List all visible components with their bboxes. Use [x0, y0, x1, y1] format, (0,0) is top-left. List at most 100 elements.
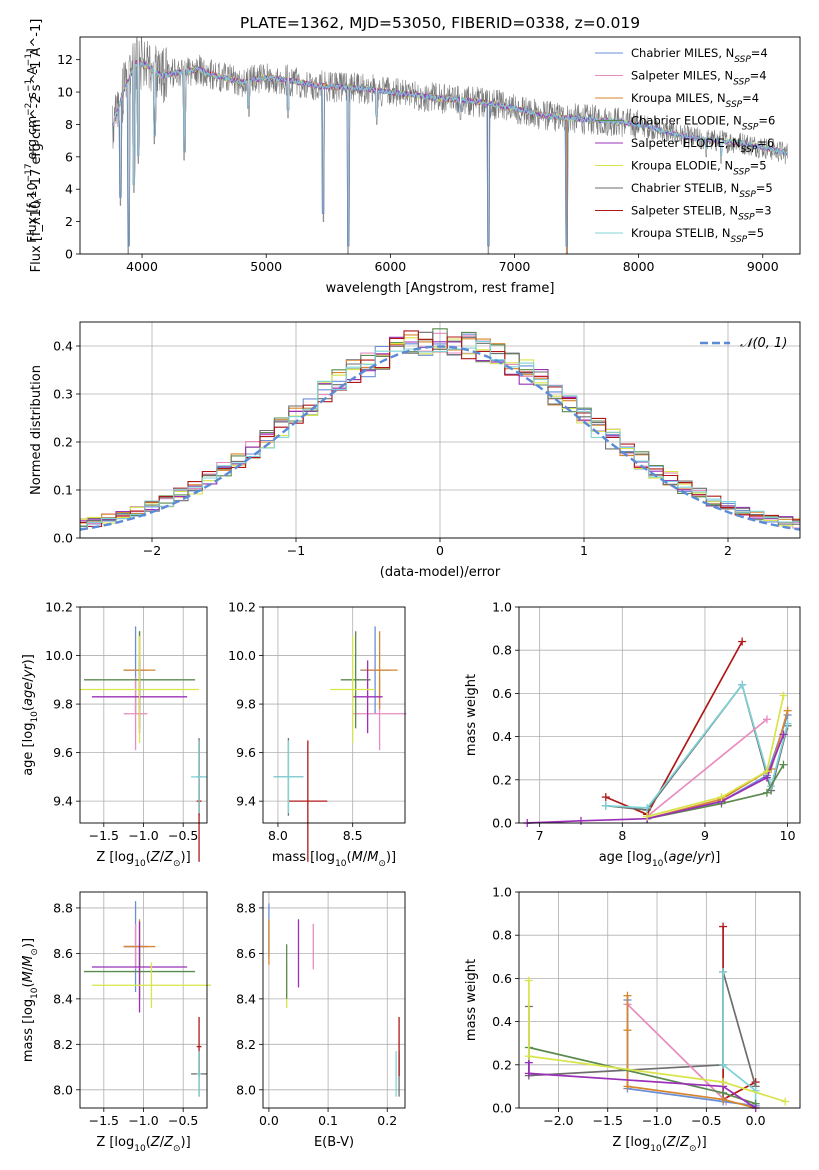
y-axis-label: Normed distribution: [29, 365, 44, 495]
y-tick-label: 8.2: [53, 1037, 73, 1052]
y-tick-label: 0: [65, 247, 73, 262]
series-line-kroupa_elodie: [646, 695, 785, 818]
x-tick-label: −0.5: [168, 828, 198, 843]
mass_vs_Z-panel: −1.5 −1.0 −0.5 8.0 8.2 8.4 8.6 8.8 Z [log10(Z/Z⊙…: [21, 891, 211, 1154]
y-axis-label: mass weight: [464, 674, 479, 756]
x-tick-label: −2: [143, 543, 161, 558]
y-tick-label: 8.2: [236, 1037, 256, 1052]
y-tick-label: 0.0: [492, 1101, 512, 1116]
x-tick-label: −1.0: [642, 1113, 672, 1128]
x-tick-label: 0.1: [318, 1113, 338, 1128]
legend-label-kroupa_elodie: Kroupa ELODIE, NSSP=5: [631, 159, 767, 178]
mass_weight_vs_Z-panel: −2.0 −1.5 −1.0 −0.5 0.0 0.0 0.2 0.4 0.6 0.8 1.0 Z […: [464, 885, 801, 1154]
y-tick-label: 4: [65, 182, 73, 197]
y-tick-label: 8.6: [236, 946, 256, 961]
y-tick-label: 0.4: [53, 339, 73, 354]
y-tick-label: 0.3: [53, 387, 73, 402]
y-tick-label: 8.4: [236, 991, 256, 1006]
y-tick-label: 6: [65, 149, 73, 164]
y-tick-label: 8.8: [53, 900, 73, 915]
residuals-panel: −2 −1 0 1 2 0.0 0.1 0.2 0.3 0.4 (data-model)/error…: [29, 321, 801, 580]
series-line-salpeter_elodie: [528, 1062, 757, 1109]
x-tick-label: 6000: [374, 259, 406, 274]
spectrum-panel: 4000 5000 6000 7000 8000 9000 0 2 4 6 8 10 12 wavelen…: [24, 19, 801, 296]
y-tick-label: 1.0: [492, 885, 512, 900]
y-tick-label: 0.8: [492, 643, 512, 658]
axes-frame: [518, 606, 801, 824]
series-line-salpeter_miles: [646, 718, 768, 818]
series-line-kroupa_miles: [646, 710, 789, 820]
mass_vs_EBV-panel: 0.0 0.1 0.2 8.0 8.2 8.4 8.6 8.8 E(B-V): [236, 891, 406, 1150]
y-tick-label: 10.0: [45, 648, 73, 663]
y-tick-label: 10.0: [228, 648, 256, 663]
y-axis-label: mass [log10(M/M⊙)]: [21, 938, 40, 1062]
y-tick-label: 8: [65, 117, 73, 132]
x-tick-label: 8.5: [343, 828, 363, 843]
axes-frame: [262, 606, 406, 824]
axes-frame: [79, 891, 208, 1109]
x-tick-label: 10: [780, 828, 796, 843]
y-tick-label: 0.6: [492, 686, 512, 701]
x-axis-label: mass [log10(M/M⊙)]: [272, 850, 396, 869]
x-tick-label: −1: [287, 543, 305, 558]
y-axis-label: Flux [fλ10−17 erg cm−2 s−1 A−1]: [24, 48, 44, 243]
normal-curve: [80, 345, 800, 531]
x-tick-label: 0.2: [377, 1113, 397, 1128]
figure-title: PLATE=1362, MJD=53050, FIBERID=0338, z=0…: [240, 14, 640, 32]
axes-frame: [262, 891, 406, 1109]
y-tick-label: 0.4: [492, 729, 512, 744]
y-tick-label: 12: [57, 52, 73, 67]
axes-frame: [79, 36, 801, 255]
y-tick-label: 8.0: [236, 1082, 256, 1097]
y-tick-label: 0.4: [492, 1014, 512, 1029]
x-axis-label: E(B-V): [314, 1135, 354, 1150]
y-tick-label: 0.2: [492, 1057, 512, 1072]
x-tick-label: 1: [580, 543, 588, 558]
y-tick-label: 0.6: [492, 971, 512, 986]
y-tick-label: 8.0: [53, 1082, 73, 1097]
x-tick-label: −0.5: [168, 1113, 198, 1128]
x-tick-label: 7000: [499, 259, 531, 274]
axes-frame: [79, 606, 208, 824]
y-tick-label: 0.0: [53, 531, 73, 546]
y-tick-label: 0.2: [492, 772, 512, 787]
x-tick-label: 0.0: [259, 1113, 279, 1128]
y-tick-label: 8.8: [236, 900, 256, 915]
x-tick-label: −1.5: [89, 1113, 119, 1128]
y-tick-label: 10: [57, 85, 73, 100]
x-tick-label: 8: [618, 828, 626, 843]
histogram-kroupa_stelib: [80, 340, 800, 529]
x-tick-label: 4000: [126, 259, 158, 274]
y-tick-label: 9.6: [236, 745, 256, 760]
x-tick-label: −1.5: [89, 828, 119, 843]
y-tick-label: 10.2: [228, 600, 256, 615]
series-line-salpeter_elodie: [527, 734, 785, 824]
y-tick-label: 9.4: [53, 794, 73, 809]
x-tick-label: 5000: [250, 259, 282, 274]
x-axis-label: Z [log10(Z/Z⊙)]: [612, 1135, 706, 1154]
y-tick-label: 0.2: [53, 435, 73, 450]
legend-label-salpeter_miles: Salpeter MILES, NSSP=4: [631, 69, 767, 88]
y-axis-label: age [log10(age/yr)]: [21, 654, 40, 776]
x-tick-label: −1.0: [128, 828, 158, 843]
legend-label-chabrier_elodie: Chabrier ELODIE, NSSP=6: [631, 114, 775, 133]
y-axis-label: mass weight: [464, 959, 479, 1041]
y-tick-label: 8.4: [53, 991, 73, 1006]
mass_weight_vs_age-panel: 7 8 9 10 0.0 0.2 0.4 0.6 0.8 1.0 age [log10(age/yr…: [464, 600, 801, 869]
y-axis-label: Flux [f_λ10^-17 erg cm^-2 s^-1 A^-1]: [29, 19, 44, 273]
series-line-kroupa_stelib: [722, 971, 757, 1108]
x-axis-label: (data-model)/error: [380, 565, 501, 580]
y-tick-label: 8.6: [53, 946, 73, 961]
y-tick-label: 10.2: [45, 600, 73, 615]
y-tick-label: 0.8: [492, 928, 512, 943]
x-tick-label: 0: [436, 543, 444, 558]
x-tick-label: −0.5: [691, 1113, 721, 1128]
y-tick-label: 9.8: [236, 697, 256, 712]
x-tick-label: 2: [724, 543, 732, 558]
x-tick-label: 8.0: [268, 828, 288, 843]
age_vs_Z-panel: −1.5 −1.0 −0.5 9.4 9.6 9.8 10.0 10.2 Z [log10(Z/…: [21, 600, 208, 869]
legend-label-salpeter_elodie: Salpeter ELODIE, NSSP=6: [631, 136, 774, 155]
x-tick-label: 9: [701, 828, 709, 843]
